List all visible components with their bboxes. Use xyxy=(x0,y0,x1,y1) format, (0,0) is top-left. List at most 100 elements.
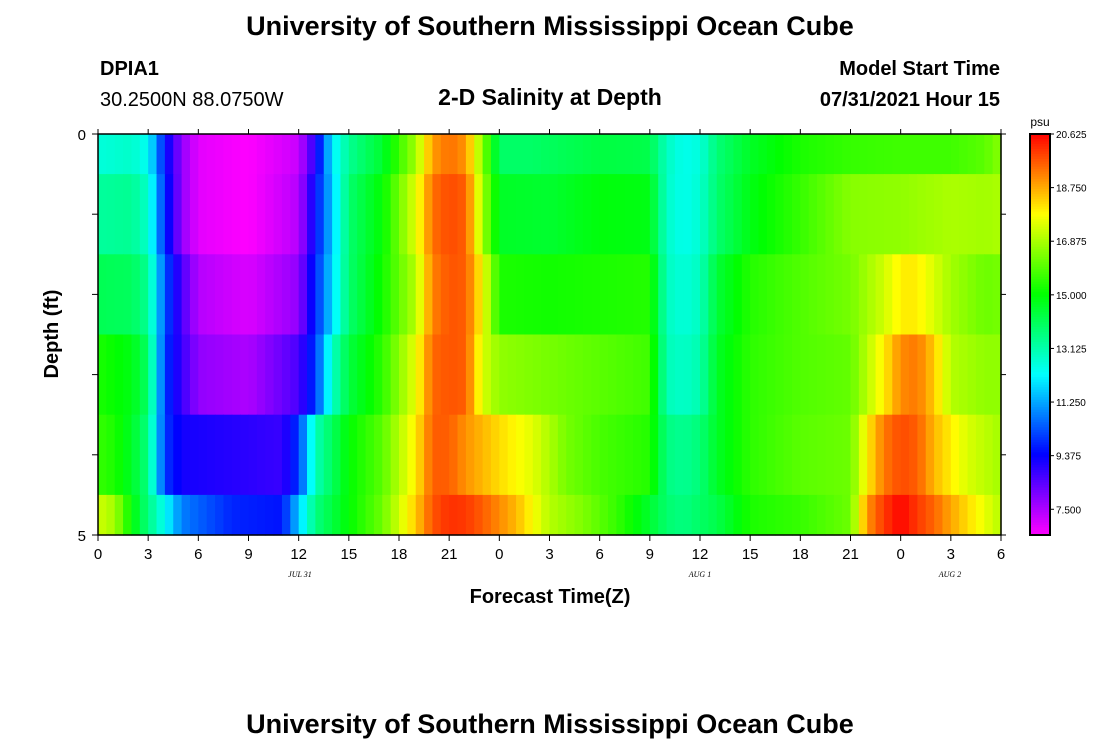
colorbar-segment xyxy=(1030,284,1050,288)
heatmap-cell xyxy=(574,494,584,536)
heatmap-cell xyxy=(357,254,367,336)
heatmap-cell xyxy=(775,134,785,175)
heatmap-cell xyxy=(382,174,392,255)
heatmap-cell xyxy=(858,134,868,175)
x-tick-label: 12 xyxy=(290,546,307,563)
heatmap-cell xyxy=(666,174,676,255)
heatmap-cell xyxy=(984,254,994,336)
heatmap-cell xyxy=(382,494,392,536)
heatmap-cell xyxy=(591,494,601,536)
colorbar-tick-label: 15.000 xyxy=(1056,291,1087,302)
heatmap-cell xyxy=(909,334,918,416)
heatmap-cell xyxy=(967,334,977,416)
heatmap-cell xyxy=(858,414,868,496)
colorbar-segment xyxy=(1030,377,1050,381)
heatmap-cell xyxy=(708,254,718,336)
heatmap-cell xyxy=(139,494,149,536)
heatmap-cell xyxy=(883,134,893,175)
heatmap-cell xyxy=(808,174,818,255)
heatmap-cell xyxy=(290,334,300,416)
heatmap-cell xyxy=(549,254,559,336)
heatmap-cell xyxy=(549,174,559,255)
heatmap-cell xyxy=(173,254,183,336)
colorbar-segment xyxy=(1030,417,1050,421)
x-tick-label: 3 xyxy=(144,546,152,563)
heatmap-cell xyxy=(424,334,434,416)
heatmap-cell xyxy=(106,414,116,496)
heatmap-cell xyxy=(599,414,609,496)
heatmap-cell xyxy=(524,174,534,255)
heatmap-cell xyxy=(290,174,300,255)
heatmap-cell xyxy=(290,494,300,536)
colorbar-segment xyxy=(1030,474,1050,478)
heatmap-cell xyxy=(641,134,651,175)
colorbar-segment xyxy=(1030,326,1050,331)
heatmap-cell xyxy=(892,414,902,496)
heatmap-cell xyxy=(950,174,960,255)
heatmap-cell xyxy=(541,254,551,336)
heatmap-cell xyxy=(808,334,818,416)
heatmap-cell xyxy=(549,134,559,175)
heatmap-cell xyxy=(315,254,325,336)
heatmap-cell xyxy=(967,494,977,536)
heatmap-cell xyxy=(800,334,810,416)
heatmap-cell xyxy=(206,414,216,496)
heatmap-cell xyxy=(474,334,484,416)
heatmap-cell xyxy=(507,254,517,336)
heatmap-cell xyxy=(156,334,166,416)
heatmap-cell xyxy=(917,494,927,536)
heatmap-cell xyxy=(106,134,116,175)
heatmap-cell xyxy=(156,174,166,255)
heatmap-cell xyxy=(499,174,509,255)
heatmap-cell xyxy=(674,134,684,175)
heatmap-cell xyxy=(373,414,383,496)
heatmap-cell xyxy=(934,334,944,416)
colorbar-segment xyxy=(1030,492,1050,496)
heatmap-cell xyxy=(231,254,241,336)
heatmap-cell xyxy=(490,134,500,175)
colorbar-segment xyxy=(1030,249,1050,253)
heatmap-cell xyxy=(139,174,149,255)
x-tick-label: 21 xyxy=(441,546,458,563)
heatmap-cell xyxy=(215,134,225,175)
x-tick-label: 3 xyxy=(947,546,955,563)
heatmap-cell xyxy=(582,414,592,496)
colorbar-segment xyxy=(1030,412,1050,416)
heatmap-cell xyxy=(741,494,751,536)
heatmap-cell xyxy=(783,174,793,255)
heatmap-cell xyxy=(842,334,852,416)
heatmap-cell xyxy=(298,334,308,416)
heatmap-cell xyxy=(198,334,208,416)
heatmap-cell xyxy=(700,254,709,336)
heatmap-cell xyxy=(649,134,659,175)
heatmap-cell xyxy=(766,334,776,416)
heatmap-cell xyxy=(674,254,684,336)
heatmap-cell xyxy=(432,134,442,175)
heatmap-cell xyxy=(741,254,751,336)
heatmap-cell xyxy=(223,494,233,536)
heatmap-cell xyxy=(909,494,918,536)
heatmap-cell xyxy=(791,174,801,255)
colorbar-segment xyxy=(1030,206,1050,210)
heatmap-cell xyxy=(833,494,843,536)
x-tick-label: 18 xyxy=(792,546,809,563)
heatmap-cell xyxy=(240,494,250,536)
heatmap-cell xyxy=(942,414,952,496)
heatmap-cell xyxy=(215,494,225,536)
heatmap-cell xyxy=(524,134,534,175)
heatmap-cell xyxy=(716,494,726,536)
heatmap-cell xyxy=(482,254,492,336)
heatmap-cell xyxy=(474,254,484,336)
heatmap-cell xyxy=(658,414,668,496)
heatmap-cell xyxy=(599,254,609,336)
heatmap-cell xyxy=(984,334,994,416)
heatmap-cell xyxy=(608,174,617,255)
heatmap-cell xyxy=(148,174,158,255)
heatmap-cell xyxy=(490,174,500,255)
heatmap-cell xyxy=(298,174,308,255)
heatmap-cell xyxy=(867,134,877,175)
heatmap-cell xyxy=(750,334,760,416)
heatmap-cell xyxy=(524,334,534,416)
heatmap-cell xyxy=(733,414,743,496)
